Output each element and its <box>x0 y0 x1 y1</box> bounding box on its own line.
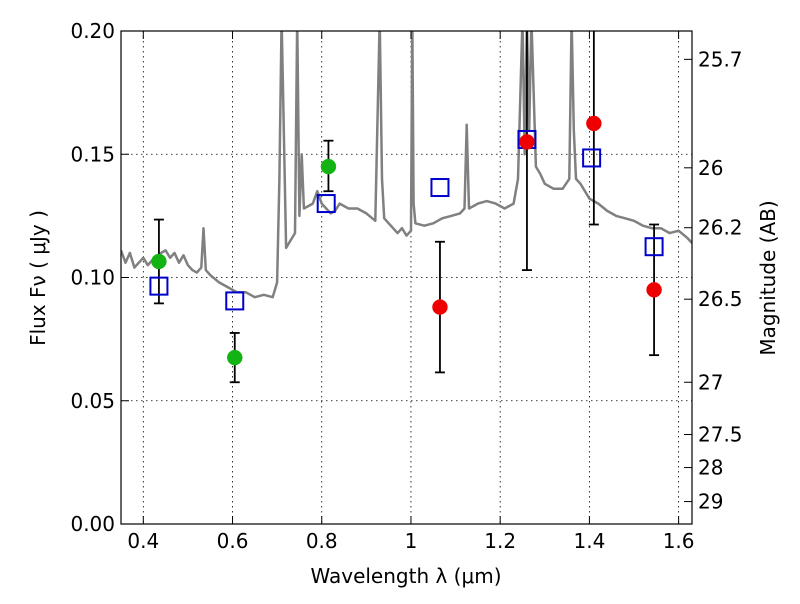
y-tick-label: 0.15 <box>70 142 115 166</box>
y-axis-title: Flux Fν ( μJy ) <box>26 210 50 346</box>
x-tick-label: 0.4 <box>127 529 159 553</box>
mag-tick-label: 27 <box>698 370 723 394</box>
mag-tick-label: 25.7 <box>698 47 743 71</box>
mag-tick-label: 26 <box>698 156 723 180</box>
model-flux-square <box>316 194 336 214</box>
plot-layer <box>121 31 692 384</box>
observed-flux-point <box>586 115 602 132</box>
spectrum-line <box>121 31 692 299</box>
y2-axis-title: Magnitude (AB) <box>756 200 780 355</box>
model-flux-square <box>225 291 245 311</box>
observed-flux-point <box>151 253 167 270</box>
observed-flux-point <box>320 158 337 175</box>
mag-tick-label: 27.5 <box>698 423 743 447</box>
mag-tick-label: 26.5 <box>698 287 743 311</box>
y-tick-label: 0.05 <box>70 389 115 413</box>
observed-flux-point <box>519 134 535 150</box>
model-flux-square <box>582 148 602 168</box>
x-tick-label: 0.6 <box>217 529 249 553</box>
mag-tick-label: 26.2 <box>698 216 743 240</box>
mag-tick-label: 29 <box>698 490 723 514</box>
tick-layer: 0.4 0.6 0.8 1 1.2 1.4 1.6 0.00 0.05 0.10 0.15 0.20 2… <box>70 19 742 553</box>
y-tick-label: 0.20 <box>70 19 115 43</box>
observed-flux-point <box>227 349 243 366</box>
observed-flux-point <box>432 299 448 315</box>
y-tick-label: 0.00 <box>70 512 115 536</box>
model-flux-square <box>430 178 450 198</box>
model-flux-square <box>149 276 169 296</box>
mag-tick-label: 28 <box>698 456 723 480</box>
x-tick-label: 1.2 <box>484 529 516 553</box>
x-tick-label: 0.8 <box>306 529 338 553</box>
x-tick-label: 1 <box>405 529 418 553</box>
grid-layer <box>121 30 692 525</box>
model-flux-square <box>644 237 664 257</box>
x-tick-label: 1.4 <box>573 529 605 553</box>
x-tick-label: 1.6 <box>663 529 695 553</box>
x-axis-title: Wavelength λ (μm) <box>310 564 501 588</box>
observed-flux-point <box>646 282 662 298</box>
y-tick-label: 0.10 <box>70 266 115 290</box>
